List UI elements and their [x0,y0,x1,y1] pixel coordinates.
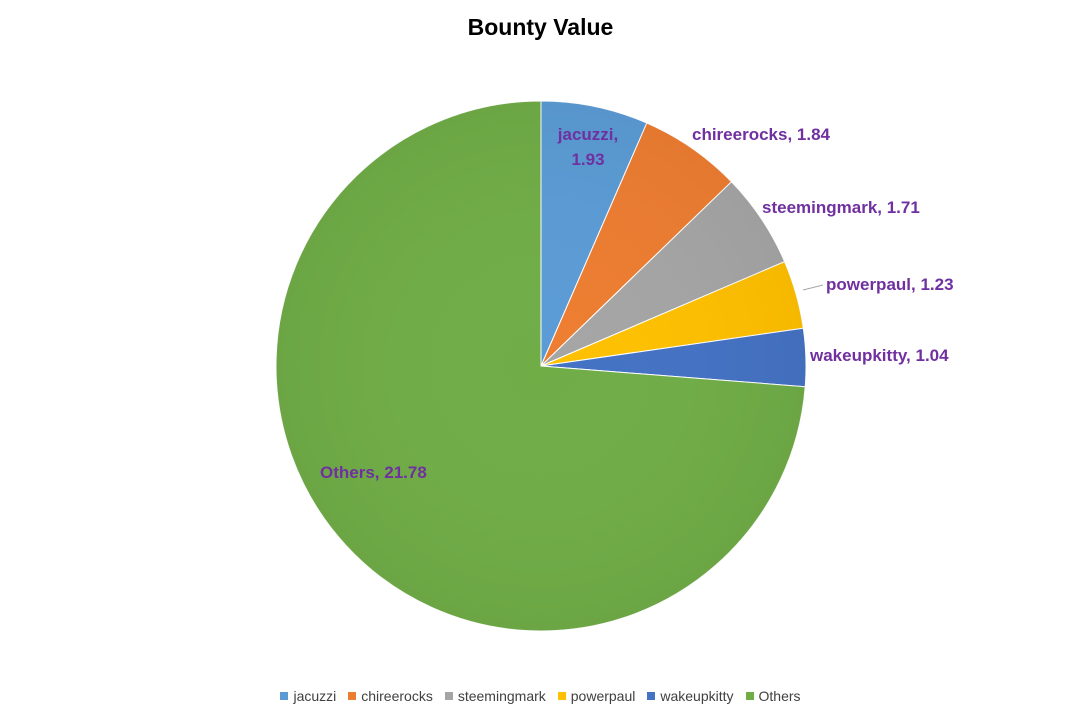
legend-item-others: Others [745,688,801,704]
legend-swatch [557,692,566,700]
legend-swatch [348,692,357,700]
chart-title: Bounty Value [467,14,614,40]
legend-label: powerpaul [570,688,636,704]
legend-label: steemingmark [457,688,546,704]
leader-line-powerpaul [802,284,824,291]
legend-label: Others [758,688,801,704]
data-label-chireerocks: chireerocks, 1.84 [692,125,831,144]
legend-item-chireerocks: chireerocks [348,688,433,704]
legend-item-powerpaul: powerpaul [557,688,636,704]
legend: jacuzzi chireerocks steemingmark powerpaul w… [0,688,1081,704]
legend-item-jacuzzi: jacuzzi [280,688,336,704]
legend-label: chireerocks [361,688,433,704]
data-label-jacuzzi: jacuzzi, 1.93 [557,125,618,169]
data-label-others: Others, 21.78 [320,463,427,482]
legend-swatch [280,692,289,700]
data-label-wakeupkitty: wakeupkitty, 1.04 [809,346,949,365]
legend-item-wakeupkitty: wakeupkitty [647,688,734,704]
data-label-steemingmark: steemingmark, 1.71 [762,198,920,217]
slice-labels: jacuzzi, 1.93 chireerocks, 1.84 steemingmar… [320,125,954,482]
legend-item-steemingmark: steemingmark [444,688,546,704]
leader-lines [802,284,824,291]
legend-label: jacuzzi [293,688,337,704]
legend-swatch [647,692,656,700]
legend-swatch [444,692,453,700]
legend-label: wakeupkitty [660,688,734,704]
pie-slices [275,100,807,632]
data-label-powerpaul: powerpaul, 1.23 [826,275,954,294]
legend-swatch [745,692,754,700]
